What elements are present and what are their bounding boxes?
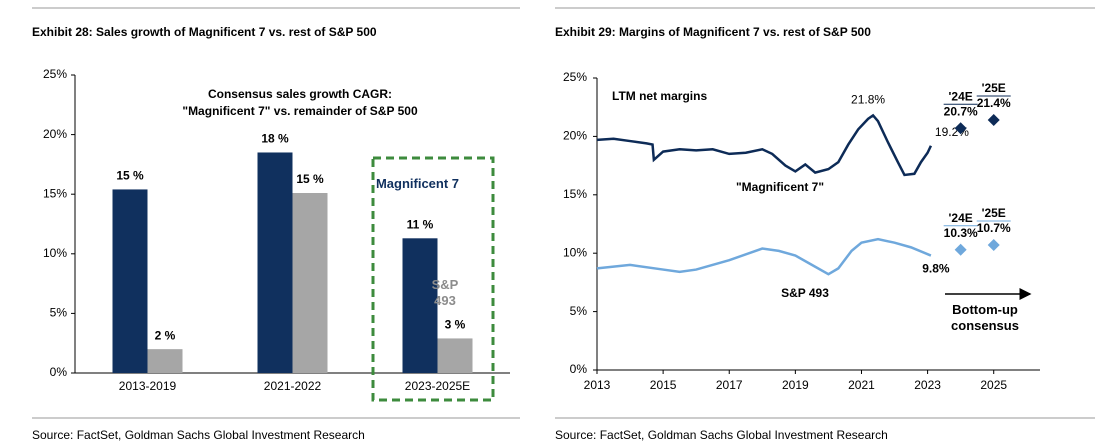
y-tick-label: 10% [563, 245, 587, 259]
series-label: "Magnificent 7" [736, 180, 824, 194]
highlight-box [371, 156, 495, 402]
y-tick-label: 5% [570, 304, 588, 318]
annotation: "Magnificent 7" vs. remainder of S&P 500 [182, 104, 418, 118]
estimate-label: '25E [982, 206, 1006, 220]
estimate-marker [987, 239, 1000, 252]
note: Bottom-up consensus [951, 302, 1019, 333]
x-tick-label: 2021 [848, 378, 875, 392]
bar [402, 238, 438, 373]
y-tick-label: 5% [50, 306, 68, 320]
x-tick-label: 2013 [584, 378, 611, 392]
data-label: 18 % [261, 132, 289, 146]
y-tick-label: 0% [570, 362, 588, 376]
source: Source: FactSet, Goldman Sachs Global In… [32, 428, 365, 442]
data-label: 10.7% [977, 221, 1011, 235]
x-tick-label: 2013-2019 [119, 379, 177, 393]
bar [147, 349, 183, 373]
line [596, 113, 933, 177]
legend-label: Magnificent 7 [375, 176, 460, 191]
subtitle: LTM net margins [612, 89, 707, 103]
data-label: 21.8% [851, 93, 885, 107]
data-label: 21.4% [977, 96, 1011, 110]
data-label: 2 % [155, 328, 176, 342]
data-label: 11 % [407, 217, 434, 231]
series-label: S&P 493 [781, 286, 829, 300]
data-label: 3 % [445, 318, 466, 332]
bar [112, 189, 148, 373]
x-tick-label: 2025 [980, 378, 1007, 392]
estimate-label: '24E [949, 211, 973, 225]
chart-title: Exhibit 29: Margins of Magnificent 7 vs.… [555, 25, 871, 39]
y-tick-label: 15% [43, 186, 67, 200]
x-tick-label: 2023 [914, 378, 941, 392]
annotation: Consensus sales growth CAGR: [208, 87, 392, 101]
x-tick-label: 2019 [782, 378, 809, 392]
bar [257, 152, 293, 373]
data-label: 9.8% [922, 262, 950, 276]
data-label: 15 % [116, 169, 144, 183]
x-tick-label: 2017 [716, 378, 743, 392]
chart-title: Exhibit 28: Sales growth of Magnificent … [32, 25, 377, 39]
bar [437, 338, 473, 373]
data-label: 10.3% [944, 226, 978, 240]
estimate-marker [954, 243, 967, 256]
y-tick-label: 10% [43, 246, 67, 260]
y-tick-label: 20% [43, 127, 67, 141]
source: Source: FactSet, Goldman Sachs Global In… [555, 428, 888, 442]
y-tick-label: 25% [43, 67, 67, 81]
line [596, 237, 932, 276]
data-label: 15 % [296, 172, 324, 186]
y-tick-label: 25% [563, 70, 587, 84]
estimate-marker [987, 114, 1000, 127]
y-tick-label: 0% [50, 365, 68, 379]
bar [292, 193, 328, 373]
data-label: 20.7% [944, 104, 978, 118]
y-tick-label: 20% [563, 129, 587, 143]
x-tick-label: 2021-2022 [264, 379, 322, 393]
estimate-label: '25E [982, 81, 1006, 95]
estimate-marker [954, 122, 967, 135]
legend-label: S&P 493 [431, 277, 459, 308]
x-tick-label: 2015 [650, 378, 677, 392]
x-tick-label: 2023-2025E [405, 379, 470, 393]
estimate-label: '24E [949, 89, 973, 103]
y-tick-label: 15% [563, 187, 587, 201]
